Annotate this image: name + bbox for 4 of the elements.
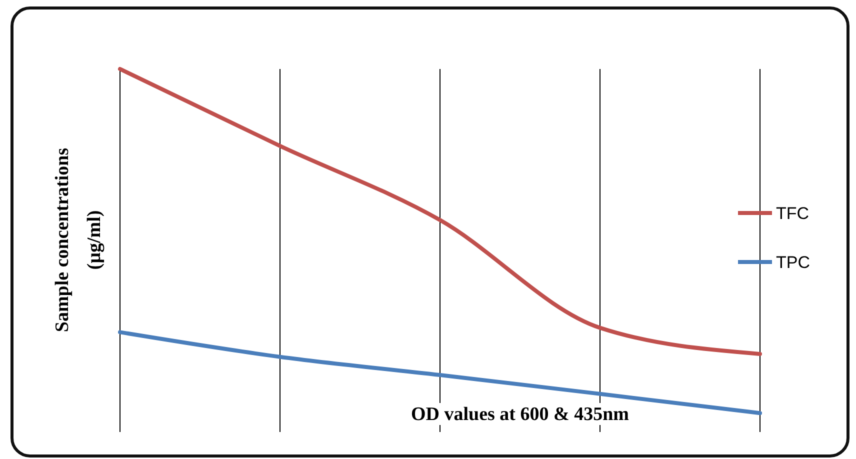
- legend-label: TFC: [776, 204, 810, 223]
- x-axis-title: OD values at 600 & 435nm: [411, 404, 630, 425]
- legend-label: TPC: [776, 253, 810, 272]
- y-axis-title: Sample concentrations (µg/ml): [52, 148, 105, 332]
